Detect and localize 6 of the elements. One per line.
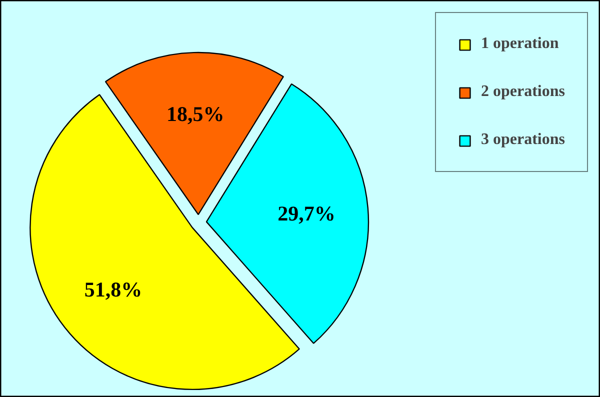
data-label: 18,5% — [166, 102, 224, 126]
legend-label: 1 operation — [481, 35, 559, 53]
legend-label: 3 operations — [481, 131, 565, 149]
data-label: 29,7% — [278, 201, 336, 226]
data-label: 51,8% — [84, 278, 142, 302]
legend-label: 2 operations — [481, 83, 565, 101]
